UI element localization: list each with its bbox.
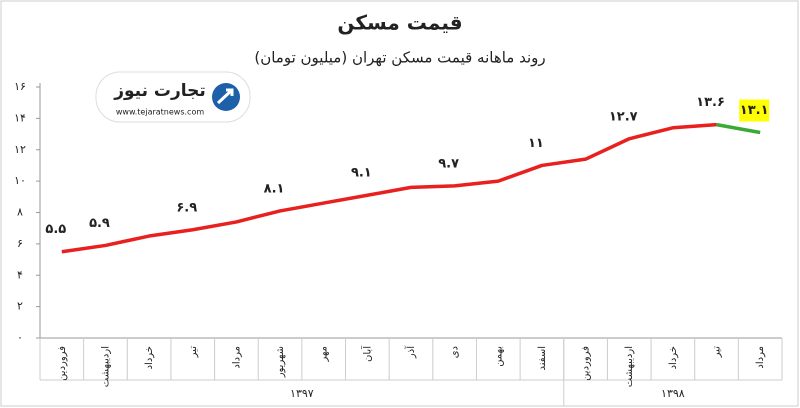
logo-badge	[95, 71, 251, 123]
x-tick-label: مرداد	[231, 346, 242, 369]
x-tick-label: دی	[450, 346, 461, 358]
chart-subtitle: روند ماهانه قیمت مسکن تهران (میلیون توما…	[254, 49, 545, 67]
line-series	[61, 122, 717, 254]
value-label: ۸.۱	[264, 181, 285, 196]
y-tick-label: ۱۴	[14, 111, 26, 124]
x-tick-label: بهمن	[493, 346, 504, 367]
y-tick-label: ۶	[17, 237, 23, 250]
chart-title: قیمت مسکن	[337, 11, 462, 35]
x-tick-label: اسفند	[537, 346, 548, 370]
value-label: ۵.۵	[45, 222, 66, 237]
x-tick-label: آذر	[404, 345, 417, 359]
y-tick-label: ۲	[17, 300, 23, 313]
x-tick-label: اردیبهشت	[100, 346, 111, 387]
logo-text: تجارت نیوز	[113, 81, 206, 101]
x-tick-label: شهریور	[275, 346, 286, 378]
y-tick-label: ۱۲	[14, 143, 26, 156]
value-label: ۹.۱	[351, 166, 372, 181]
y-tick-label: ۴	[17, 268, 23, 281]
x-tick-label: تیر	[188, 346, 199, 359]
logo-arrow	[216, 88, 234, 105]
line-series	[716, 122, 761, 135]
x-tick-label: خرداد	[668, 346, 679, 369]
x-tick-label: خرداد	[144, 346, 155, 369]
x-tick-label: مرداد	[755, 346, 766, 369]
y-tick-label: ۱۰	[14, 174, 26, 187]
x-tick-label: فروردین	[57, 346, 68, 381]
logo: تجارت نیوز www.tejaratnews.com	[95, 71, 251, 123]
value-label: ۹.۷	[438, 156, 459, 171]
group-label: ۱۳۹۷	[290, 387, 314, 400]
value-label: ۱۳.۱	[740, 103, 769, 118]
x-tick-label: آبان	[360, 345, 373, 362]
logo-url: www.tejaratnews.com	[116, 108, 204, 117]
y-tick-label: ۱۶	[14, 80, 26, 93]
value-label: ۵.۹	[89, 216, 110, 231]
x-tick-label: اردیبهشت	[624, 346, 635, 387]
value-label: ۶.۹	[176, 200, 197, 215]
value-label: ۱۳.۶	[696, 95, 725, 110]
value-label-highlight	[739, 99, 770, 122]
value-label: ۱۱	[528, 136, 544, 151]
x-tick-label: فروردین	[581, 346, 592, 381]
y-tick-label: ۸	[17, 206, 23, 219]
x-tick-label: تیر	[712, 346, 723, 359]
y-tick-label: ۰	[17, 331, 23, 344]
x-tick-label: مهر	[319, 346, 330, 362]
value-label: ۱۲.۷	[609, 109, 638, 124]
group-label: ۱۳۹۸	[661, 387, 685, 400]
